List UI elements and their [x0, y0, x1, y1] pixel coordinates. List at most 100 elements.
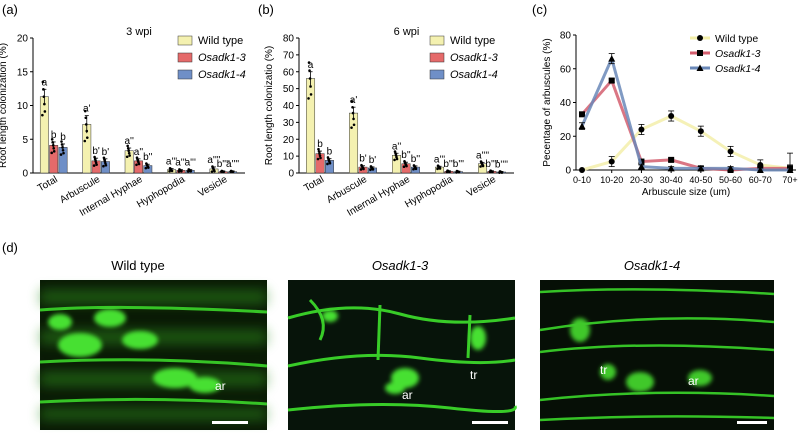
y-tick-label: 0: [22, 169, 28, 180]
data-point: [697, 164, 705, 172]
data-point: [457, 170, 461, 174]
category-label: Hyphopodia: [403, 174, 455, 210]
legend-label: Osadk1-4: [198, 69, 246, 81]
data-point: [61, 148, 65, 152]
significance-letter: a'''': [207, 155, 220, 166]
x-tick-label: 40-50: [689, 175, 712, 185]
significance-letter: b: [51, 130, 57, 141]
data-point: [83, 139, 87, 143]
data-point: [328, 161, 332, 165]
data-point: [307, 61, 311, 64]
data-point: [222, 170, 226, 173]
data-point: [362, 167, 365, 171]
chart-b: 0 10 20 30 40 50 60 70 80 Root length colonizatio…: [264, 26, 514, 219]
data-point: [350, 126, 353, 129]
data-point: [351, 105, 354, 109]
y-tick-label: 0: [565, 166, 571, 177]
panel-label-d: (d): [2, 240, 18, 255]
legend-marker: [697, 35, 703, 41]
data-point: [95, 163, 98, 166]
data-point: [102, 164, 105, 168]
legend-label: Wild type: [198, 35, 243, 47]
y-tick-label: 50: [283, 84, 295, 95]
x-tick-label: 10-20: [600, 175, 623, 185]
micro-label-ar: ar: [402, 388, 413, 402]
micro-label-ar: ar: [688, 374, 699, 388]
data-point: [43, 110, 47, 113]
significance-letter: a'': [392, 141, 401, 152]
data-point: [50, 138, 54, 141]
x-tick-label: 60-70: [749, 175, 772, 185]
y-tick-label: 40: [560, 98, 572, 109]
data-point: [84, 123, 88, 126]
bar: [39, 96, 49, 174]
data-point: [309, 93, 313, 96]
data-point: [414, 167, 418, 171]
micrograph-osadk1-3: ar tr: [287, 280, 517, 430]
data-point: [578, 122, 586, 130]
micro-label-tr: tr: [470, 368, 477, 382]
data-point: [412, 167, 415, 171]
data-point: [210, 170, 214, 173]
data-point: [608, 55, 616, 62]
x-axis-label: Arbuscule size (um): [642, 187, 730, 198]
data-point: [137, 162, 141, 166]
data-point: [85, 136, 89, 139]
data-point: [189, 169, 193, 173]
significance-letter: a''': [434, 154, 445, 165]
legend-swatch: [177, 35, 193, 46]
category-label: Total: [302, 174, 326, 194]
data-point: [213, 169, 216, 173]
data-point: [438, 167, 442, 170]
scale-bar: [472, 421, 508, 424]
significance-letter: b: [60, 132, 66, 143]
data-point: [608, 77, 615, 84]
legend-swatch: [429, 35, 445, 46]
data-point: [786, 166, 794, 173]
data-point: [697, 128, 704, 135]
legend-marker: [696, 64, 704, 71]
category-label: Vesicle: [465, 174, 498, 200]
significance-letter: a: [308, 60, 314, 71]
x-tick-label: 20-30: [630, 175, 653, 185]
data-point: [126, 147, 130, 150]
data-point: [316, 157, 320, 161]
category-label: Vesicle: [196, 174, 229, 200]
data-point: [170, 169, 174, 173]
y-tick-label: 10: [17, 101, 29, 112]
significance-letter: b'': [401, 150, 410, 161]
data-point: [51, 141, 54, 144]
legend-label: Osadk1-3: [715, 48, 761, 60]
data-point: [42, 95, 46, 99]
data-point: [144, 166, 148, 170]
data-point: [405, 164, 408, 168]
y-tick-label: 60: [283, 67, 295, 78]
data-point: [579, 111, 585, 118]
data-point: [491, 170, 494, 174]
y-tick-label: 80: [560, 31, 572, 42]
significance-letter: a'': [134, 147, 143, 158]
chart-c: 0 20 40 60 80 0-10 10-20 20-30 30-40 40-50 50-60 60…: [542, 31, 798, 199]
category-label: Total: [36, 174, 60, 194]
chart-title: 6 wpi: [394, 26, 420, 38]
micrograph-title-osadk1-3: Osadk1-3: [372, 258, 429, 273]
significance-letter: a': [350, 95, 358, 106]
data-point: [51, 144, 55, 147]
legend-label: Wild type: [715, 33, 758, 45]
significance-letter: b'''': [485, 159, 498, 170]
data-point: [308, 77, 312, 80]
panel-label-a: (a): [2, 2, 18, 17]
panel-label-b: (b): [258, 2, 274, 17]
data-point: [43, 102, 46, 106]
data-point: [479, 165, 482, 168]
data-point: [50, 151, 53, 155]
data-point: [668, 156, 675, 163]
significance-letter: a'''': [226, 159, 239, 170]
data-point: [128, 154, 131, 157]
data-point: [350, 100, 354, 103]
legend-swatch: [429, 52, 445, 63]
micrograph-osadk1-4: tr ar: [539, 280, 775, 430]
significance-letter: a: [42, 77, 48, 88]
data-point: [309, 85, 312, 88]
significance-letter: a': [83, 104, 91, 115]
